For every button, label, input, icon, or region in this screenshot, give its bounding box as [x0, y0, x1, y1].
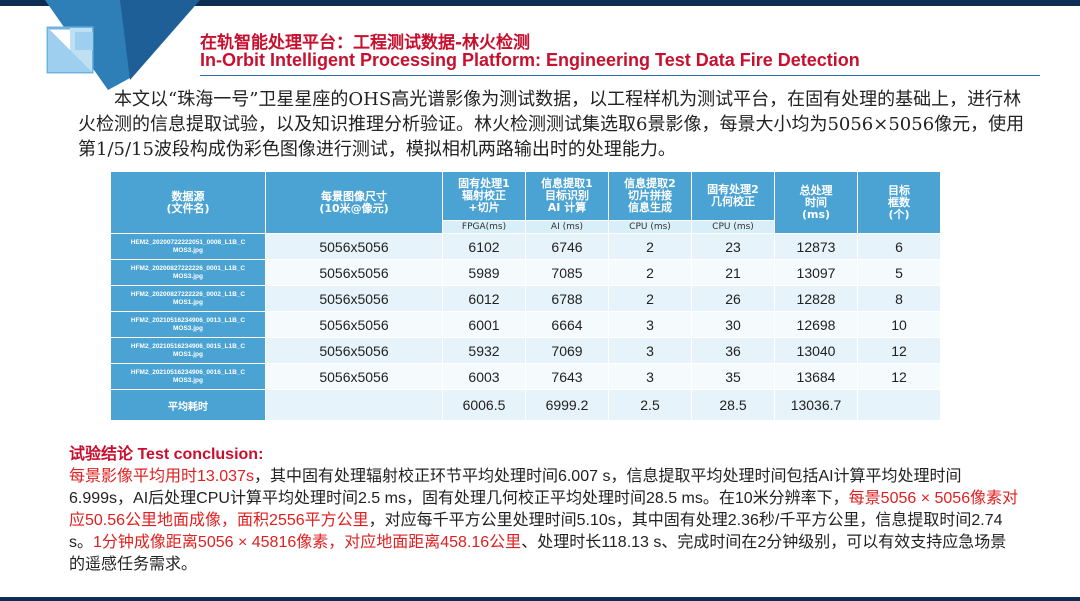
table-cell: 3	[608, 363, 692, 390]
table-cell: 13684	[774, 363, 858, 390]
table-cell: 3	[608, 311, 692, 338]
table-cell-filename: HFM2_20210516234906_0016_L1B_C MOS3.jpg	[110, 363, 266, 390]
table-cell: 8	[857, 285, 941, 312]
table-cell: 5056x5056	[265, 233, 443, 260]
header-ai-recognition: 信息提取1 目标识别 AI 计算	[525, 171, 609, 221]
table-cell: 12828	[774, 285, 858, 312]
table-cell: 6102	[442, 233, 526, 260]
test-data-table: 数据源 (文件名) 每景图像尺寸 (10米@像元) 固有处理1 辐射校正 +切片…	[110, 171, 941, 421]
subheader-ai: AI (ms)	[525, 220, 609, 234]
table-cell: 7643	[525, 363, 609, 390]
average-cell: 2.5	[608, 389, 692, 421]
header-geometric: 固有处理2 几何校正	[691, 171, 775, 221]
conclusion-text-2: ，对应每千平方公里处理时间5.10s，其中固有处理2.36秒/千平方公里，信息提…	[69, 512, 1003, 551]
average-cell	[265, 389, 443, 421]
table-cell-filename: HFM2_20210516234906_0015_L1B_C MOS1.jpg	[110, 337, 266, 364]
title-divider	[200, 75, 1040, 76]
table-cell: 5056x5056	[265, 285, 443, 312]
bottom-bar	[0, 597, 1080, 601]
table-row: HFM2_20200827222226_0002_L1B_C MOS1.jpg 5…	[110, 285, 941, 312]
table-row: HFM2_20200827222226_0001_L1B_C MOS3.jpg 5…	[110, 259, 941, 286]
table-cell: 23	[691, 233, 775, 260]
conclusion-title-en: Test conclusion:	[133, 446, 264, 463]
table-cell-filename: HFM2_20210516234906_0013_L1B_C MOS3.jpg	[110, 311, 266, 338]
subheader-cpu-2: CPU (ms)	[691, 220, 775, 234]
subheader-fpga: FPGA(ms)	[442, 220, 526, 234]
header-total-time: 总处理 时间 (ms)	[774, 171, 858, 234]
header-source: 数据源 (文件名)	[110, 171, 266, 234]
table-cell: 5989	[442, 259, 526, 286]
table-cell: 13097	[774, 259, 858, 286]
table-cell: 5056x5056	[265, 259, 443, 286]
conclusion-highlight-3: 1分钟成像距离5056 × 45816像素，对应地面距离458.16公里	[93, 534, 522, 551]
average-cell	[857, 389, 941, 421]
table-cell: 2	[608, 259, 692, 286]
table-cell: 12698	[774, 311, 858, 338]
table-cell: 36	[691, 337, 775, 364]
average-cell: 6006.5	[442, 389, 526, 421]
conclusion-highlight-1: 每景影像平均用时13.037s	[69, 468, 254, 485]
table-cell: 7085	[525, 259, 609, 286]
table-cell: 6012	[442, 285, 526, 312]
header-radiometric: 固有处理1 辐射校正 +切片	[442, 171, 526, 221]
table-cell: 10	[857, 311, 941, 338]
top-bar	[0, 0, 1080, 6]
table-cell: 3	[608, 337, 692, 364]
header-size: 每景图像尺寸 (10米@像元)	[265, 171, 443, 234]
table-cell: 7069	[525, 337, 609, 364]
header-info-generation: 信息提取2 切片拼接 信息生成	[608, 171, 692, 221]
table-cell: 6664	[525, 311, 609, 338]
table-cell: 6003	[442, 363, 526, 390]
table-cell: 6746	[525, 233, 609, 260]
average-cell: 28.5	[691, 389, 775, 421]
title-english: In-Orbit Intelligent Processing Platform…	[200, 50, 860, 70]
table-cell: 12	[857, 337, 941, 364]
table-cell-filename: HEM2_20200722222051_0008_L1B_C MOS3.jpg	[110, 233, 266, 260]
average-cell: 13036.7	[774, 389, 858, 421]
table-cell: 30	[691, 311, 775, 338]
table-row: HEM2_20200722222051_0008_L1B_C MOS3.jpg 5…	[110, 233, 941, 260]
table-row: HFM2_20210516234906_0015_L1B_C MOS1.jpg 5…	[110, 337, 941, 364]
corner-decoration	[45, 0, 200, 90]
table-cell: 5	[857, 259, 941, 286]
conclusion-title-cn: 试验结论	[69, 446, 134, 463]
table-cell-filename: HFM2_20200827222226_0001_L1B_C MOS3.jpg	[110, 259, 266, 286]
table-cell-filename: HFM2_20200827222226_0002_L1B_C MOS1.jpg	[110, 285, 266, 312]
conclusion-text-1: ，其中固有处理辐射校正环节平均处理时间6.007 s，信息提取平均处理时间包括A…	[69, 468, 962, 507]
conclusion-paragraph: 试验结论 Test conclusion: 每景影像平均用时13.037s，其中…	[69, 444, 1019, 576]
table-cell: 6	[857, 233, 941, 260]
intro-paragraph: 本文以“珠海一号”卫星星座的OHS高光谱影像为测试数据，以工程样机为测试平台，在…	[78, 89, 1025, 160]
table-cell: 35	[691, 363, 775, 390]
table-cell: 21	[691, 259, 775, 286]
table-cell: 12	[857, 363, 941, 390]
table-cell: 26	[691, 285, 775, 312]
header-box-count: 目标 框数 (个)	[857, 171, 941, 234]
conclusion-highlight-2: 每景5056 × 5056像素对应50.56公里地面成像，面积2556平方公里	[69, 490, 1019, 529]
table-cell: 5056x5056	[265, 337, 443, 364]
table-cell: 12873	[774, 233, 858, 260]
table-cell: 5056x5056	[265, 363, 443, 390]
table-cell: 5056x5056	[265, 311, 443, 338]
average-label: 平均耗时	[110, 389, 266, 421]
table-row: HFM2_20210516234906_0016_L1B_C MOS3.jpg 5…	[110, 363, 941, 390]
table-cell: 6001	[442, 311, 526, 338]
table-cell: 6788	[525, 285, 609, 312]
conclusion-text-3: 、处理时长118.13 s、完成时间在2分钟级别，可以有效支持应急场景的遥感任务…	[69, 534, 1007, 573]
subheader-cpu-1: CPU (ms)	[608, 220, 692, 234]
table-row: HFM2_20210516234906_0013_L1B_C MOS3.jpg 5…	[110, 311, 941, 338]
table-cell: 2	[608, 233, 692, 260]
average-cell: 6999.2	[525, 389, 609, 421]
table-row-average: 平均耗时 6006.5 6999.2 2.5 28.5 13036.7	[110, 389, 941, 421]
table-cell: 13040	[774, 337, 858, 364]
title-chinese: 在轨智能处理平台：工程测试数据-林火检测	[200, 33, 531, 53]
table-cell: 5932	[442, 337, 526, 364]
table-cell: 2	[608, 285, 692, 312]
